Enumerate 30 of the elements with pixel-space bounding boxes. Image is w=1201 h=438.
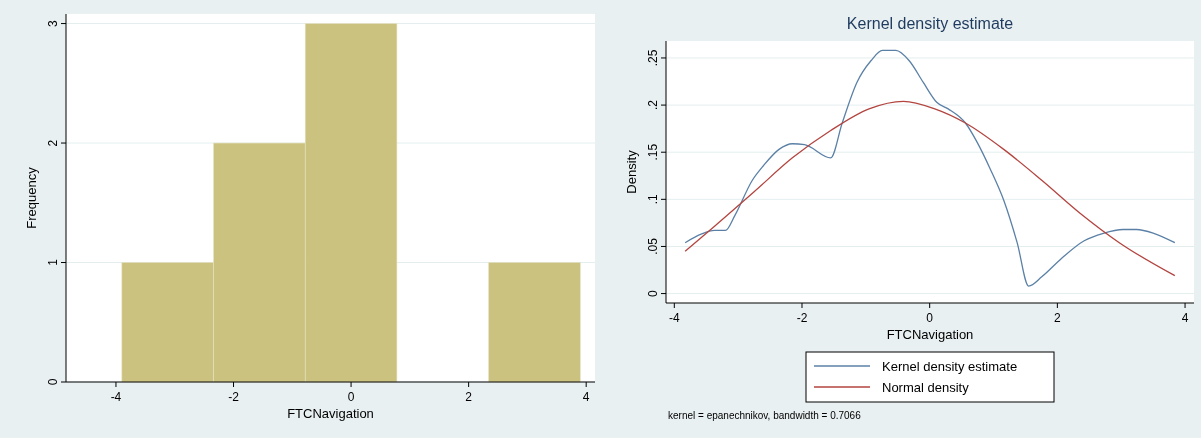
legend-label: Kernel density estimate (882, 359, 1018, 374)
x-tick-label: -4 (110, 390, 122, 404)
line-series (684, 100, 1176, 277)
y-tick-label: 0 (46, 378, 60, 386)
chart-title: Kernel density estimate (846, 15, 1014, 32)
x-axis-title: FTCNavigation (886, 327, 974, 342)
y-tick-label: .15 (646, 143, 660, 161)
x-tick-label: 0 (347, 390, 355, 404)
x-tick-label: -2 (228, 390, 240, 404)
y-tick-label: 2 (46, 139, 60, 147)
y-tick-label: 3 (46, 19, 60, 27)
line-series (684, 49, 1176, 287)
legend-label: Normal density (882, 380, 970, 395)
y-axis-title: Frequency (24, 166, 39, 229)
x-tick-label: 0 (926, 311, 934, 325)
y-tick-label: .2 (646, 99, 660, 111)
y-tick-label: .25 (646, 49, 660, 67)
text: kernel = epanechnikov, bandwidth = 0.7066 (668, 410, 862, 421)
y-tick-label: 0 (646, 289, 660, 297)
x-tick-label: 2 (1054, 311, 1062, 325)
y-tick-label: 1 (46, 258, 60, 266)
x-tick-label: 2 (465, 390, 473, 404)
y-tick-label: .05 (646, 237, 660, 255)
y-axis-title: Density (624, 149, 639, 194)
y-tick-label: .1 (646, 194, 660, 205)
x-tick-label: -2 (796, 311, 808, 325)
x-tick-label: 4 (582, 390, 590, 404)
x-tick-label: 4 (1181, 311, 1189, 325)
x-tick-label: -4 (668, 311, 680, 325)
x-axis-title: FTCNavigation (287, 406, 374, 421)
